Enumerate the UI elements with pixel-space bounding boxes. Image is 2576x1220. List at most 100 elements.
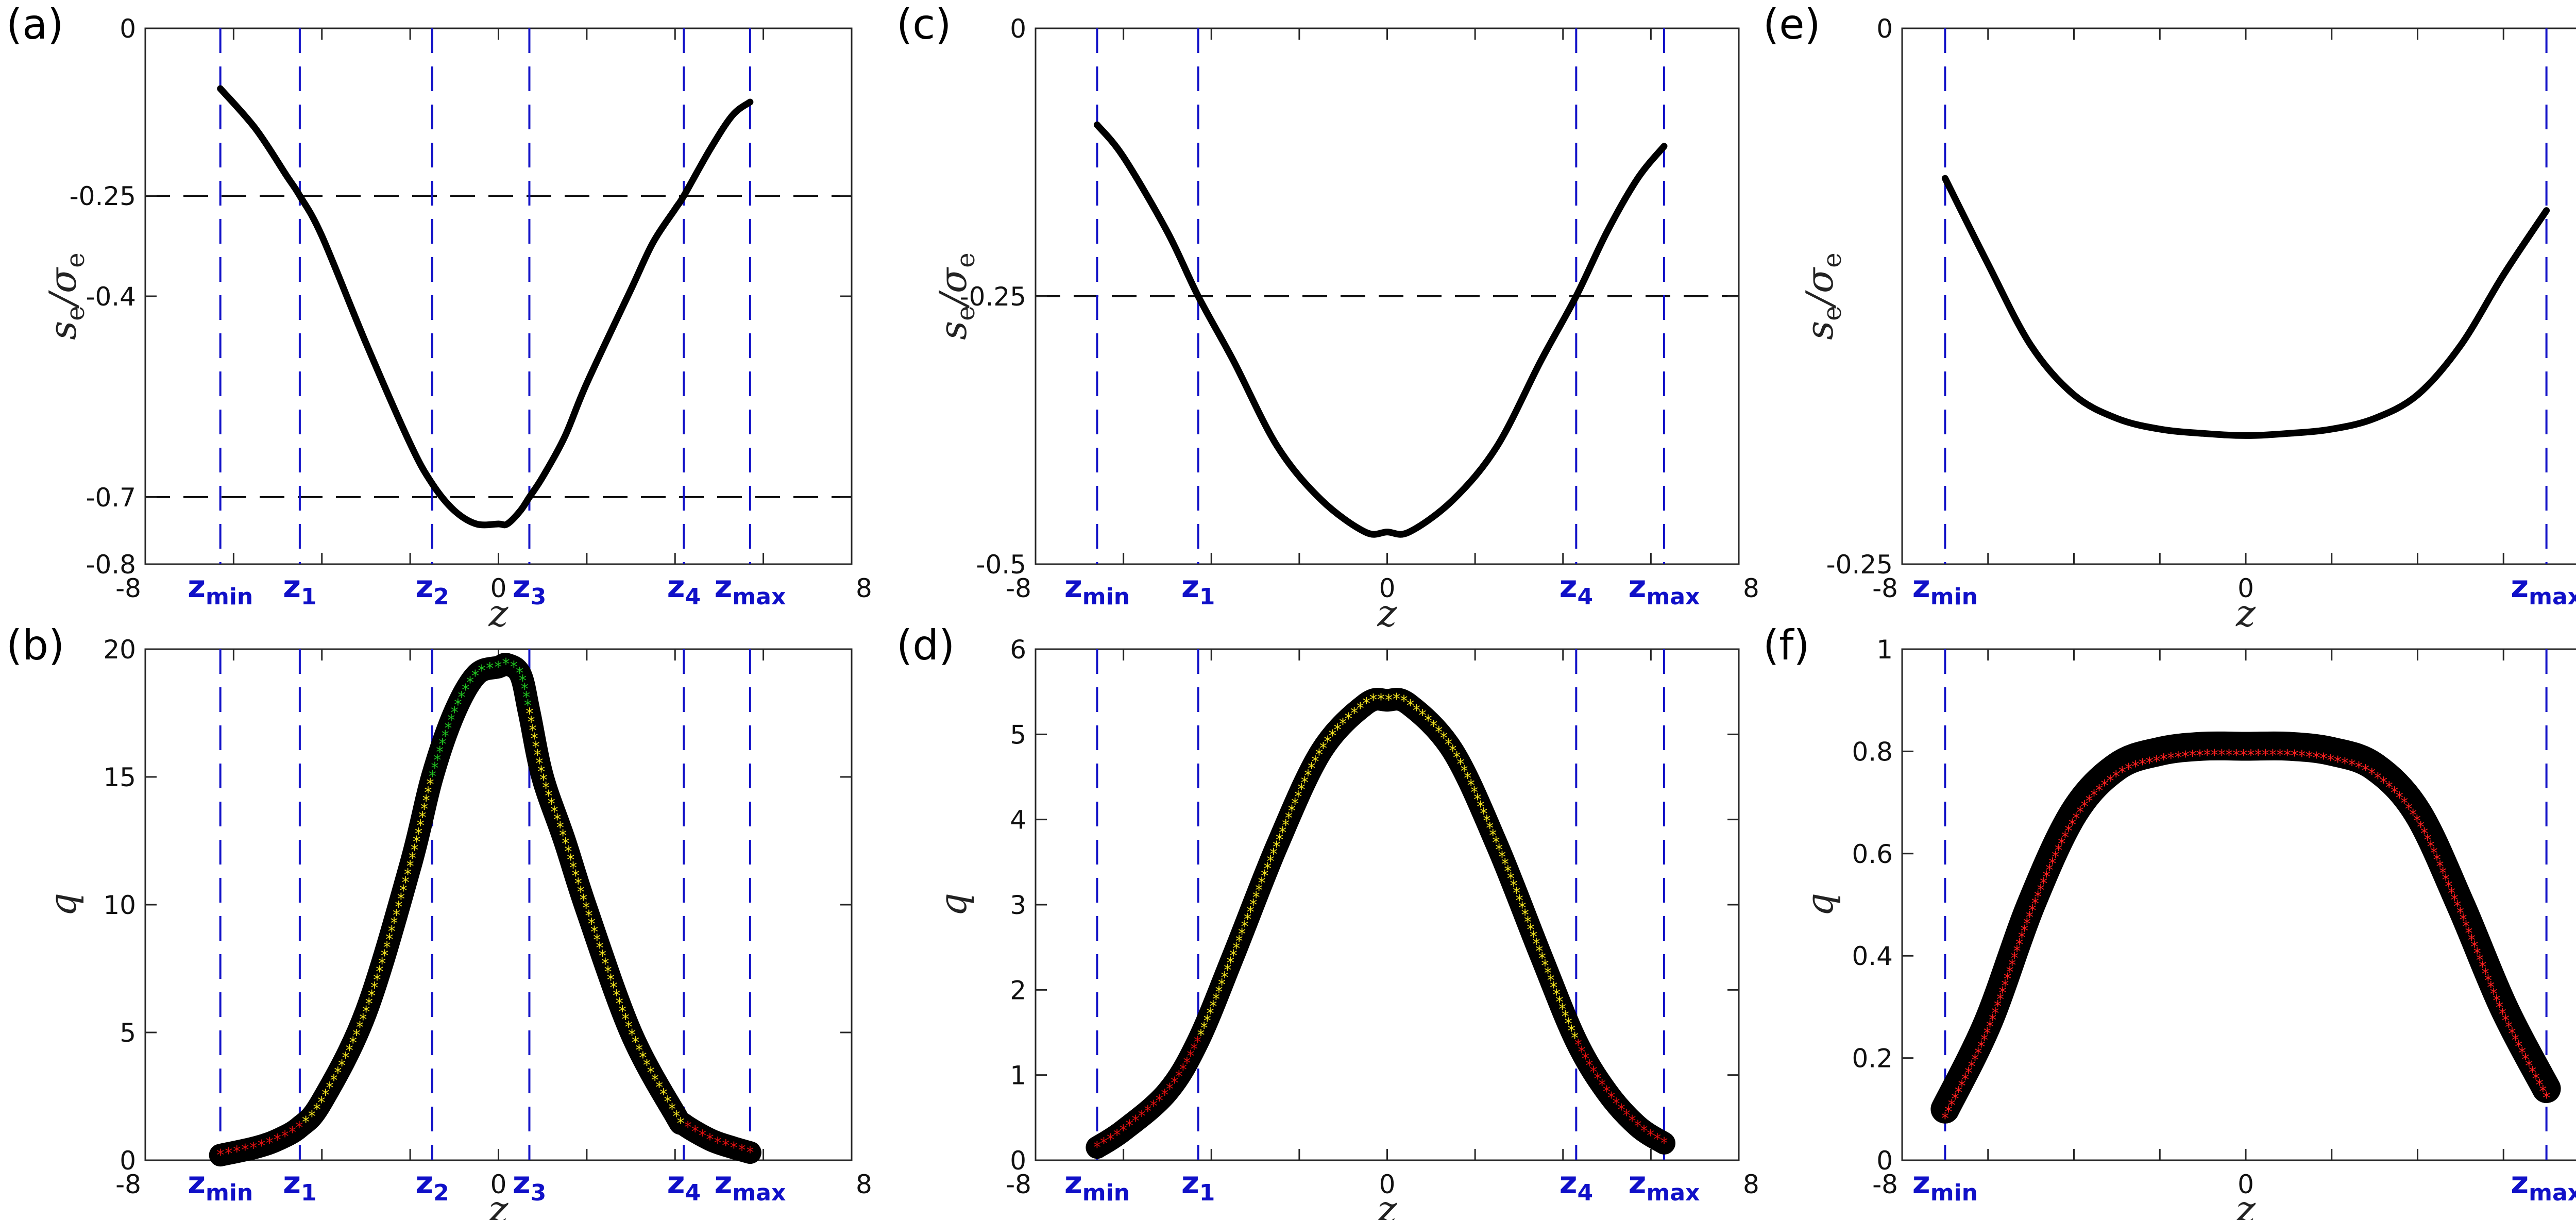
series-marker: *	[529, 722, 537, 740]
series-marker: *	[1232, 940, 1240, 958]
series-marker: *	[1424, 712, 1432, 730]
y-axis-label: se/σe	[931, 252, 980, 340]
series-marker: *	[2160, 751, 2167, 769]
series-marker: *	[1955, 1084, 1962, 1102]
series-marker: *	[2543, 1089, 2550, 1107]
region-vline-label: z4	[1560, 1165, 1594, 1206]
series-marker: *	[502, 655, 510, 673]
series-marker: *	[1653, 1130, 1661, 1148]
series-marker: *	[1282, 817, 1290, 835]
series-marker: *	[1238, 925, 1246, 943]
x-axis-label: z	[1377, 1188, 1398, 1220]
x-tick-label: 0	[2238, 573, 2254, 603]
series-marker: *	[564, 843, 572, 861]
series-marker: *	[397, 890, 405, 908]
series-marker: *	[1297, 781, 1305, 799]
series-marker: *	[1150, 1097, 1158, 1115]
x-tick-label: 8	[1743, 573, 1759, 603]
series-marker: *	[519, 672, 527, 690]
series-marker: *	[388, 923, 396, 941]
series-marker: *	[577, 883, 585, 901]
region-vline-label: zmax	[1629, 569, 1700, 610]
series-marker: *	[2427, 838, 2435, 856]
series-marker: *	[1301, 774, 1309, 792]
series-marker: *	[402, 874, 410, 892]
series-marker: *	[2536, 1076, 2544, 1094]
series-marker: *	[1999, 984, 2007, 1002]
series-marker: *	[1255, 882, 1263, 900]
series-marker: *	[433, 751, 441, 769]
series-marker: *	[2420, 825, 2428, 843]
series-marker: *	[1944, 1103, 1952, 1121]
series-line	[1086, 688, 1675, 1159]
series-marker: *	[1241, 918, 1249, 936]
series-marker: *	[233, 1143, 241, 1161]
series-marker: *	[553, 811, 561, 829]
series-marker: *	[585, 907, 593, 925]
series-marker: *	[569, 859, 577, 877]
y-axis-label: q	[41, 893, 84, 917]
x-tick-label: 8	[856, 573, 872, 603]
series-marker: *	[2196, 747, 2204, 765]
series-marker: *	[2522, 1051, 2530, 1069]
series-marker: *	[2459, 911, 2467, 929]
series-marker: *	[2470, 938, 2478, 956]
series-marker: *	[567, 851, 574, 869]
series-marker: *	[321, 1087, 329, 1105]
series-marker: *	[1218, 976, 1226, 994]
series-marker: *	[415, 825, 422, 843]
series-marker: *	[1258, 874, 1266, 892]
series-marker: *	[1613, 1095, 1620, 1113]
series-marker: *	[532, 738, 540, 756]
series-marker: *	[1948, 1097, 1956, 1115]
series-marker: *	[2034, 888, 2042, 906]
series-marker: *	[2018, 929, 2026, 947]
series-marker: *	[535, 755, 543, 773]
region-vline-label: zmax	[1629, 1165, 1700, 1206]
series-marker: *	[1984, 1025, 1991, 1043]
region-vline-label: zmax	[714, 569, 786, 610]
series-marker: *	[625, 1019, 633, 1037]
y-axis-label: q	[931, 893, 975, 917]
series-marker: *	[447, 711, 455, 730]
series-marker: *	[1156, 1092, 1163, 1110]
series-marker: *	[1440, 730, 1448, 748]
series-marker: *	[385, 931, 393, 949]
series-marker: *	[2106, 772, 2114, 790]
region-vline-label: z2	[415, 1165, 449, 1206]
y-tick-label: 0.6	[1852, 839, 1893, 869]
x-tick-label: 0	[490, 573, 507, 603]
series-marker: *	[1558, 1001, 1566, 1019]
series-marker: *	[1585, 1057, 1593, 1075]
series-marker: *	[1304, 767, 1312, 785]
series-marker: *	[1183, 1054, 1191, 1072]
series-marker: *	[528, 714, 535, 732]
series-marker: *	[2368, 766, 2376, 784]
series-marker: *	[1413, 702, 1420, 720]
series-marker: *	[1480, 805, 1487, 823]
series-marker: *	[2004, 970, 2011, 988]
series-marker: *	[510, 658, 518, 676]
series-marker: *	[2493, 992, 2500, 1010]
series-marker: *	[1565, 1015, 1572, 1033]
series-marker: *	[2465, 925, 2473, 943]
series-marker: *	[308, 1108, 316, 1126]
series-marker: *	[1501, 855, 1509, 873]
series-marker: *	[2181, 748, 2189, 766]
series-marker: *	[516, 664, 523, 682]
series-marker: *	[2391, 784, 2398, 802]
series-marker: *	[2101, 777, 2109, 795]
series-marker: *	[1229, 947, 1237, 965]
series-marker: *	[1986, 1018, 1994, 1036]
x-tick-label: -8	[1872, 573, 1898, 603]
series-marker: *	[2167, 750, 2175, 768]
y-tick-label: 0.2	[1852, 1044, 1893, 1074]
y-tick-label: -0.25	[70, 181, 136, 211]
series-marker: *	[562, 835, 569, 853]
region-vline-label: zmax	[2511, 569, 2576, 610]
series-marker: *	[524, 697, 532, 715]
series-marker: *	[613, 987, 620, 1005]
series-marker: *	[2319, 750, 2327, 768]
series-marker: *	[216, 1146, 224, 1164]
series-marker: *	[362, 1003, 370, 1021]
